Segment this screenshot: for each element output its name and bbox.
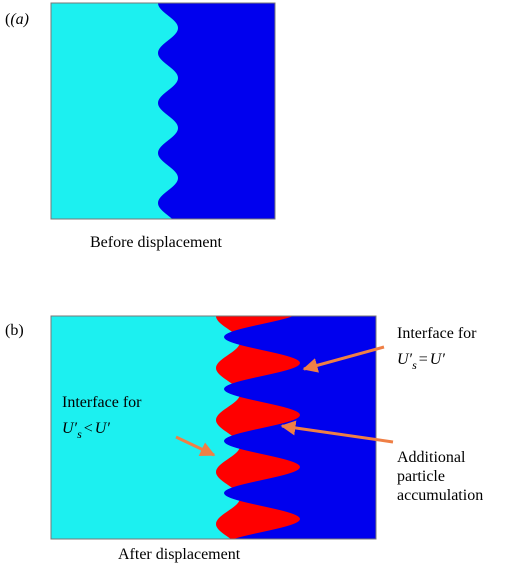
formula-sub: s	[412, 358, 417, 372]
formula-op: =	[419, 351, 428, 368]
formula-lhs: U′	[62, 420, 78, 437]
annotation-line: Additional	[397, 449, 466, 466]
figure: ((a) Before displacement (b) After displ…	[0, 0, 512, 568]
annotation-line: particle	[397, 468, 445, 485]
caption: Before displacement	[90, 234, 223, 251]
label: (a)	[10, 11, 29, 28]
annotation: Interface for	[62, 394, 142, 411]
formula-lhs: U′	[397, 351, 413, 368]
formula-sub: s	[77, 427, 82, 441]
formula-rhs: U′	[95, 420, 111, 437]
formula-rhs: U′	[430, 351, 446, 368]
formula-op: <	[84, 420, 93, 437]
annotation-line: accumulation	[397, 487, 483, 504]
formula: U′s=U′	[397, 351, 445, 372]
blue-region	[158, 3, 275, 219]
caption: After displacement	[118, 546, 241, 563]
panel-label: ((a)	[5, 11, 29, 28]
annotation: Interface for	[397, 325, 477, 342]
panel-label: (b)	[5, 322, 24, 339]
panel-a	[51, 3, 275, 219]
